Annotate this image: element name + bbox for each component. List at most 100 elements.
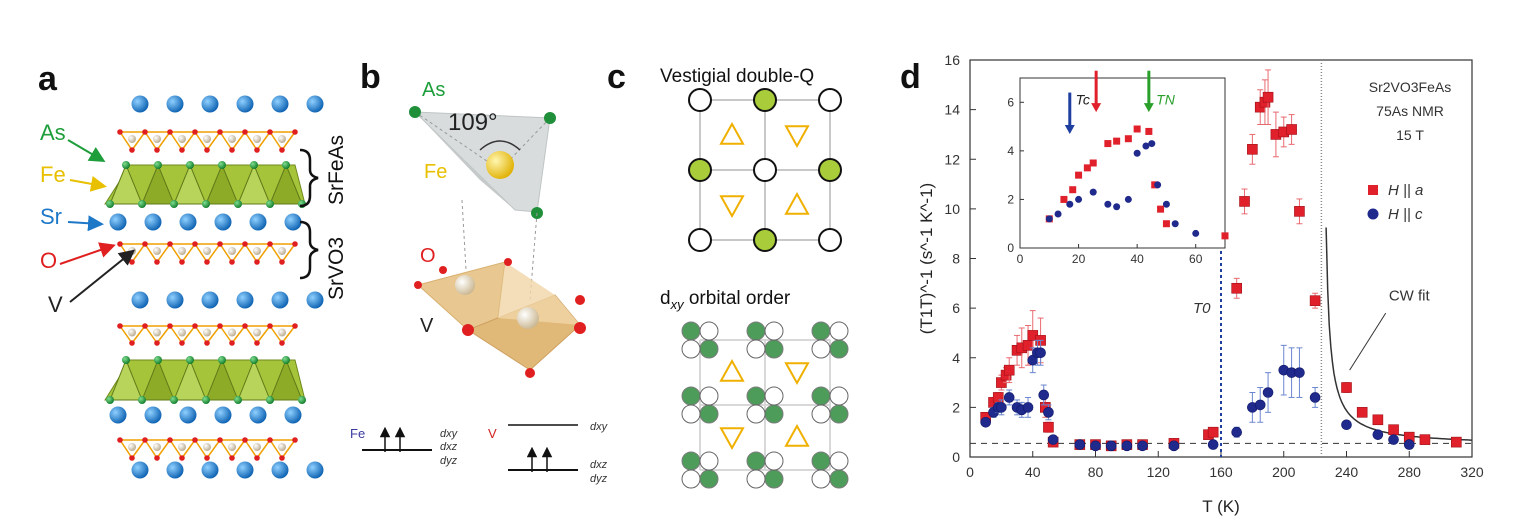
sr-atom [179, 406, 197, 424]
v-atom [278, 328, 286, 337]
data-point-h-c [1403, 439, 1415, 450]
inset-point-h-a [1157, 205, 1165, 213]
v-atom [203, 247, 211, 255]
inset-point-h-c [1148, 140, 1156, 148]
panel-d: d 0 40 80 120 160 200 240 280 320 0 2 4 6 8 10 12 14 16 T … [880, 0, 1514, 524]
data-point-h-c [980, 416, 991, 428]
as-atom [122, 356, 130, 364]
panel-a-label: a [38, 60, 57, 98]
v-atom [203, 443, 211, 451]
data-point-h-c [996, 402, 1007, 413]
panel-b: b As Fe O V 109° Fe [340, 0, 625, 524]
y-tick-label: 6 [952, 300, 960, 316]
data-point-h-c [1388, 434, 1399, 445]
inset-point-h-a [1075, 171, 1083, 179]
o-atom [179, 147, 185, 153]
data-point-h-c [1231, 426, 1242, 438]
o-atom [129, 259, 135, 265]
fe-orb-2: dxz [440, 441, 458, 453]
y-tick-label: 0 [952, 449, 960, 465]
v-atom [128, 443, 136, 451]
dxy-orbital-icon [681, 451, 719, 489]
label-o: O [40, 248, 57, 273]
sr-atom [236, 291, 254, 309]
o-atom [179, 455, 185, 461]
lattice-site [688, 88, 712, 112]
y-tick-label: 4 [952, 350, 960, 366]
label-b-o: O [420, 245, 436, 267]
v-atom [253, 135, 261, 143]
inset-point-h-c [1054, 210, 1062, 218]
inset-y-tick-label: 4 [1007, 144, 1014, 158]
sr-atom [144, 406, 162, 424]
sr-atom [271, 461, 289, 479]
data-point-h-c [1262, 387, 1274, 398]
inset-point-h-a [1133, 125, 1141, 133]
lattice-site [753, 88, 777, 112]
v-atom [228, 247, 236, 255]
y-tick-label: 2 [952, 399, 960, 415]
as-atom [282, 356, 290, 364]
sr-atom [144, 213, 162, 231]
as-atom [266, 396, 274, 404]
dxy-orbital-icon [746, 451, 784, 489]
data-point-h-c [1294, 367, 1305, 378]
o-atom [229, 340, 235, 346]
panel-b-label: b [360, 58, 381, 96]
y-tick-label: 16 [944, 52, 960, 68]
data-point-h-a [1294, 206, 1305, 217]
panel-c: c Vestigial double-Q dxy orbital order [605, 0, 895, 524]
legend-title-line: Sr2VO3FeAs [1369, 79, 1451, 95]
o-atom [292, 129, 298, 135]
lattice-site [688, 158, 712, 182]
data-point-h-c [1022, 402, 1034, 413]
inset-x-tick-label: 60 [1189, 252, 1203, 266]
o-atom [142, 241, 148, 247]
as-atom [234, 200, 242, 208]
inset-point-h-c [1154, 181, 1162, 189]
o-atom [204, 259, 210, 265]
panel-a: a As Fe Sr O V SrFeAs SrVO3 [0, 0, 370, 524]
data-point-h-a [1286, 124, 1297, 135]
o-atom [292, 241, 298, 247]
data-point-h-c [1341, 419, 1352, 431]
sr-atom [131, 291, 149, 309]
y-tick-label: 10 [944, 201, 960, 217]
inset-point-h-c [1075, 195, 1083, 203]
inset-arrow-head [1143, 103, 1154, 113]
triangle-up-icon [784, 191, 810, 215]
inset-point-h-c [1113, 203, 1121, 211]
data-point-h-a [1231, 282, 1242, 294]
legend-title-line: 15 T [1396, 127, 1424, 143]
y-axis-label: (T1T)^-1 (s^-1 K^-1) [917, 183, 936, 334]
data-point-h-a [1239, 196, 1250, 207]
o-atom [142, 129, 148, 135]
sr-atom [236, 461, 254, 479]
v-atom [153, 443, 161, 451]
fe-orb-3: dyz [440, 455, 458, 467]
sr-atom [214, 213, 232, 231]
lattice-site [818, 228, 842, 252]
angle-label: 109° [448, 109, 498, 136]
dxy-orbital-icon [811, 451, 849, 489]
inset-point-h-a [1124, 135, 1132, 143]
inset-y-tick-label: 0 [1007, 241, 1014, 255]
data-point-h-a [1022, 340, 1034, 351]
v-atom [203, 135, 211, 143]
data-point-h-a [1419, 434, 1431, 445]
as-atom [266, 200, 274, 208]
v-level-label: V [488, 426, 497, 441]
data-point-h-c [1372, 429, 1384, 440]
o-atom [204, 340, 210, 346]
inset-point-h-a [1069, 186, 1077, 194]
sr-atom [131, 461, 149, 479]
label-b-fe: Fe [424, 161, 447, 183]
o-atom [192, 129, 198, 135]
y-tick-label: 12 [944, 151, 960, 167]
inset-arrow-head [1064, 125, 1075, 134]
label-sr: Sr [40, 204, 62, 229]
cw-fit-curve [1325, 227, 1472, 441]
o-atom [279, 259, 285, 265]
v-atom [128, 135, 136, 143]
triangle-down-icon [784, 362, 810, 386]
